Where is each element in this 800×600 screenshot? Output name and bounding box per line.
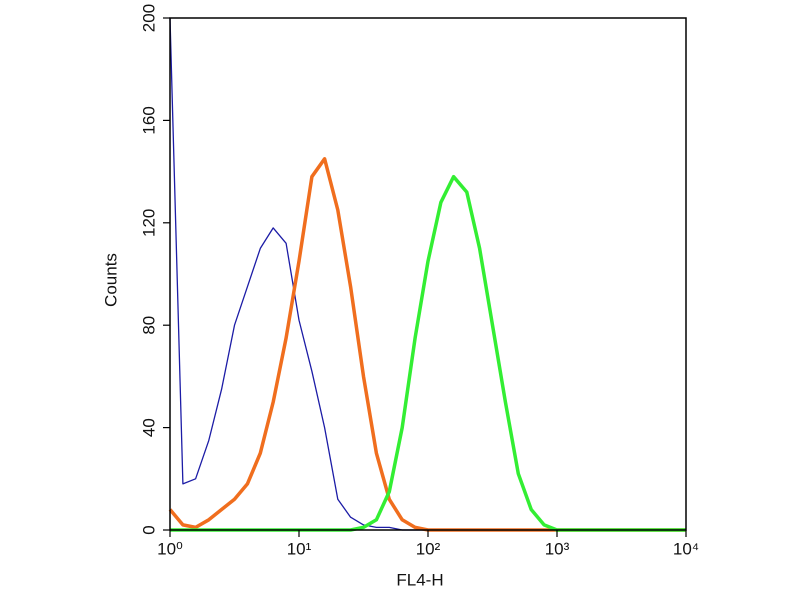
x-tick-label: 10³ [545, 539, 570, 558]
x-axis-label: FL4-H [396, 570, 443, 589]
x-tick-label: 10¹ [287, 539, 312, 558]
histogram-line [168, 157, 686, 532]
y-tick-label: 160 [139, 106, 158, 134]
x-tick-label: 10² [416, 539, 441, 558]
x-tick-label: 10⁴ [673, 539, 699, 558]
histogram-line [169, 17, 686, 531]
y-tick-label: 0 [139, 525, 158, 534]
y-tick-label: 200 [139, 4, 158, 32]
x-tick-label: 10⁰ [157, 539, 183, 558]
y-tick-label: 40 [139, 418, 158, 437]
histogram-line [170, 174, 686, 532]
plot-frame [169, 17, 687, 531]
y-axis-label: Counts [101, 253, 120, 307]
y-tick-label: 120 [139, 209, 158, 237]
y-tick-label: 80 [139, 316, 158, 335]
